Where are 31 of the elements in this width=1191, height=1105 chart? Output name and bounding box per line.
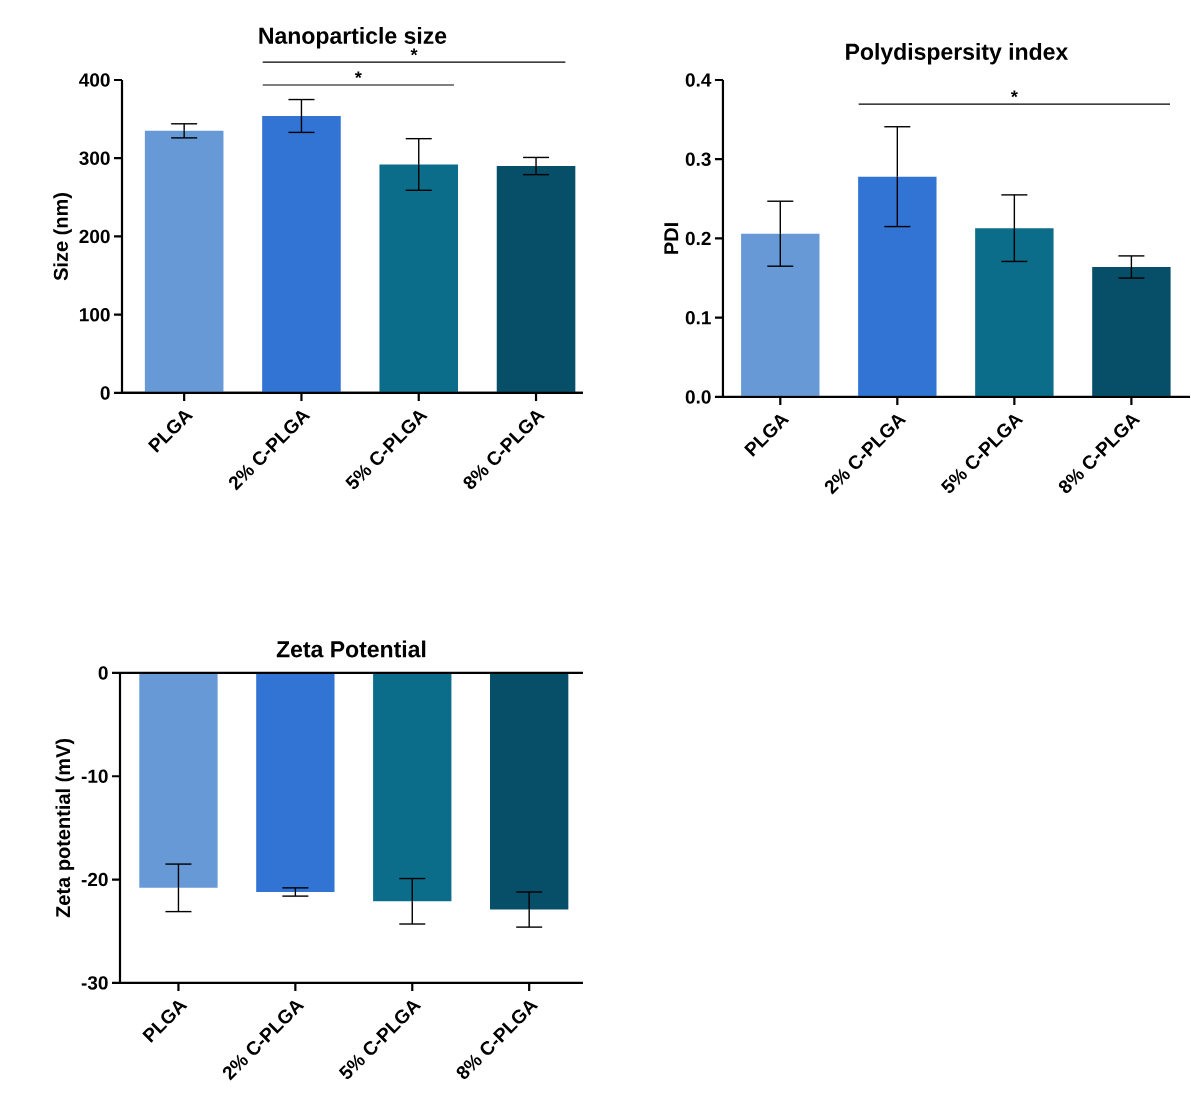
y-tick-label: 0.3: [685, 152, 711, 167]
y-tick-label: -20: [81, 872, 108, 887]
bar: [1092, 267, 1171, 397]
y-axis-title: Zeta potential (mV): [55, 738, 75, 918]
y-tick-label: 0.1: [685, 311, 711, 325]
y-tick-label: 300: [79, 151, 110, 166]
y-tick-label: 0.2: [685, 231, 711, 246]
bar: [858, 176, 937, 397]
y-tick-label: -10: [81, 769, 108, 784]
y-tick-label: 0: [100, 386, 110, 400]
bar: [741, 233, 820, 397]
bar: [975, 228, 1054, 397]
y-tick-label: 0.4: [685, 73, 712, 87]
annotation: *: [1010, 90, 1018, 98]
y-tick-label: 0.0: [685, 390, 711, 404]
bar: [144, 130, 224, 393]
y-tick-label: 200: [79, 229, 110, 244]
y-tick-label: 400: [79, 73, 110, 87]
text: *: [410, 48, 418, 56]
chart-title: Nanoparticle size: [259, 27, 447, 49]
bar: [262, 116, 341, 393]
y-axis-title: Size (nm): [53, 193, 72, 281]
bar: [496, 166, 576, 393]
text: *: [354, 71, 362, 79]
chart-title: Zeta Potential: [276, 640, 426, 658]
y-tick-label: 100: [79, 308, 110, 322]
y-axis-title: PDI: [664, 223, 679, 254]
y-tick-label: -30: [81, 976, 108, 990]
y-tick-label: 0: [98, 666, 108, 680]
bar: [379, 164, 459, 393]
chart-title: Polydispersity index: [846, 43, 1069, 65]
